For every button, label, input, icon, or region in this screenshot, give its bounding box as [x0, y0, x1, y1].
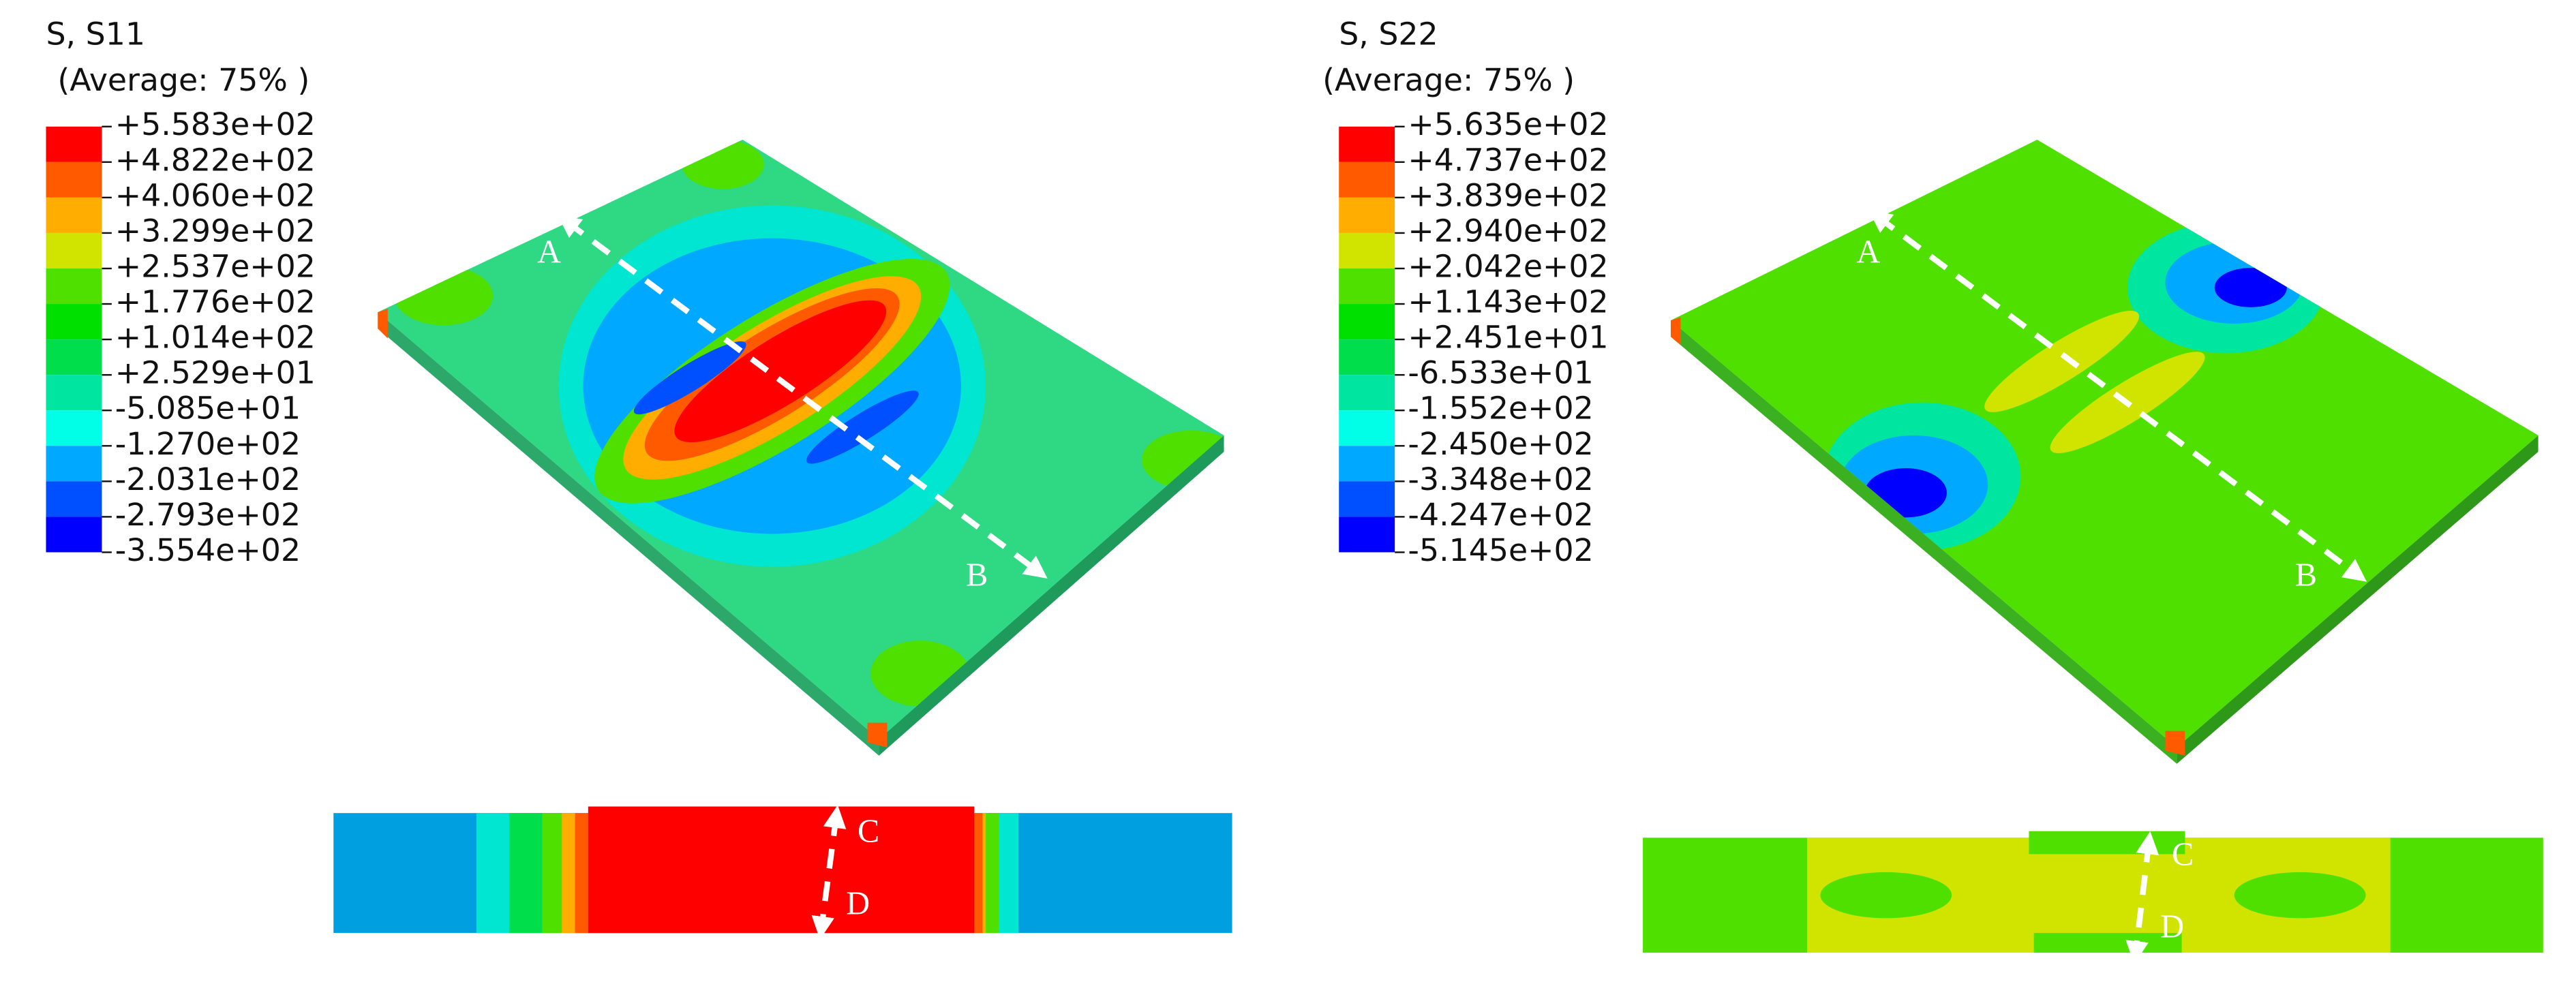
- legend-swatch: [46, 481, 102, 517]
- legend-label: +4.060e+02: [115, 176, 316, 213]
- legend-label: +2.537e+02: [115, 247, 316, 284]
- legend-swatch: [1339, 446, 1395, 482]
- point-label: B: [2295, 557, 2317, 594]
- legend-swatch: [46, 232, 102, 268]
- legend-swatch: [46, 375, 102, 411]
- legend-swatch: [46, 268, 102, 305]
- panel-title: S, S11: [46, 16, 145, 52]
- legend-swatch: [46, 304, 102, 340]
- legend-label: -4.247e+02: [1408, 496, 1593, 533]
- legend-label: -1.270e+02: [115, 425, 301, 462]
- legend-label: +5.635e+02: [1408, 106, 1608, 142]
- legend-swatch: [1339, 517, 1395, 553]
- legend-label: +5.583e+02: [115, 106, 316, 142]
- legend-swatch: [1339, 162, 1395, 198]
- point-label: D: [2160, 908, 2184, 944]
- legend-swatch: [46, 410, 102, 446]
- legend-label: +2.451e+01: [1408, 319, 1608, 356]
- legend-swatch: [1339, 197, 1395, 233]
- legend-swatch: [46, 517, 102, 553]
- plate-model: [1671, 140, 2539, 764]
- point-label: C: [858, 814, 879, 850]
- point-label: C: [2172, 836, 2194, 872]
- legend-swatch: [46, 446, 102, 482]
- legend-label: +1.776e+02: [115, 283, 316, 320]
- legend-swatch: [46, 162, 102, 198]
- legend-label: +1.143e+02: [1408, 283, 1608, 320]
- legend-label: -5.085e+01: [115, 390, 301, 427]
- legend-swatch: [1339, 410, 1395, 446]
- legend-swatch: [46, 197, 102, 233]
- legend-label: -2.450e+02: [1408, 425, 1593, 462]
- legend-label: -3.348e+02: [1408, 461, 1593, 497]
- legend-swatch: [1339, 268, 1395, 305]
- point-label: B: [966, 557, 988, 594]
- point-label: A: [1856, 234, 1880, 270]
- legend-swatch: [1339, 232, 1395, 268]
- legend-label: +2.940e+02: [1408, 212, 1608, 249]
- legend-label: +1.014e+02: [115, 319, 316, 356]
- legend-swatch: [1339, 375, 1395, 411]
- legend: +5.583e+02+4.822e+02+4.060e+02+3.299e+02…: [46, 106, 316, 568]
- legend-swatch: [1339, 126, 1395, 162]
- legend: +5.635e+02+4.737e+02+3.839e+02+2.940e+02…: [1339, 106, 1609, 568]
- point-label: A: [537, 234, 561, 270]
- legend-label: -2.031e+02: [115, 461, 301, 497]
- legend-label: +2.042e+02: [1408, 247, 1608, 284]
- legend-label: +4.737e+02: [1408, 141, 1608, 178]
- point-label: D: [846, 886, 870, 922]
- legend-label: +2.529e+01: [115, 354, 316, 391]
- legend-label: -3.554e+02: [115, 532, 301, 568]
- legend-swatch: [1339, 339, 1395, 375]
- legend-label: +3.299e+02: [115, 212, 316, 249]
- panel-subtitle: (Average: 75% ): [1322, 61, 1575, 98]
- legend-swatch: [46, 339, 102, 375]
- legend-label: +4.822e+02: [115, 141, 316, 178]
- legend-label: -2.793e+02: [115, 496, 301, 533]
- plate-model: [378, 140, 1224, 756]
- panel-subtitle: (Average: 75% ): [57, 61, 309, 98]
- legend-label: -6.533e+01: [1408, 354, 1593, 391]
- legend-label: +3.839e+02: [1408, 176, 1608, 213]
- legend-swatch: [1339, 481, 1395, 517]
- cross-section: [333, 805, 1232, 940]
- legend-swatch: [46, 126, 102, 162]
- legend-swatch: [1339, 304, 1395, 340]
- legend-label: -1.552e+02: [1408, 390, 1593, 427]
- legend-label: -5.145e+02: [1408, 532, 1593, 568]
- panel-title: S, S22: [1339, 16, 1438, 52]
- cross-section: [1643, 831, 2543, 964]
